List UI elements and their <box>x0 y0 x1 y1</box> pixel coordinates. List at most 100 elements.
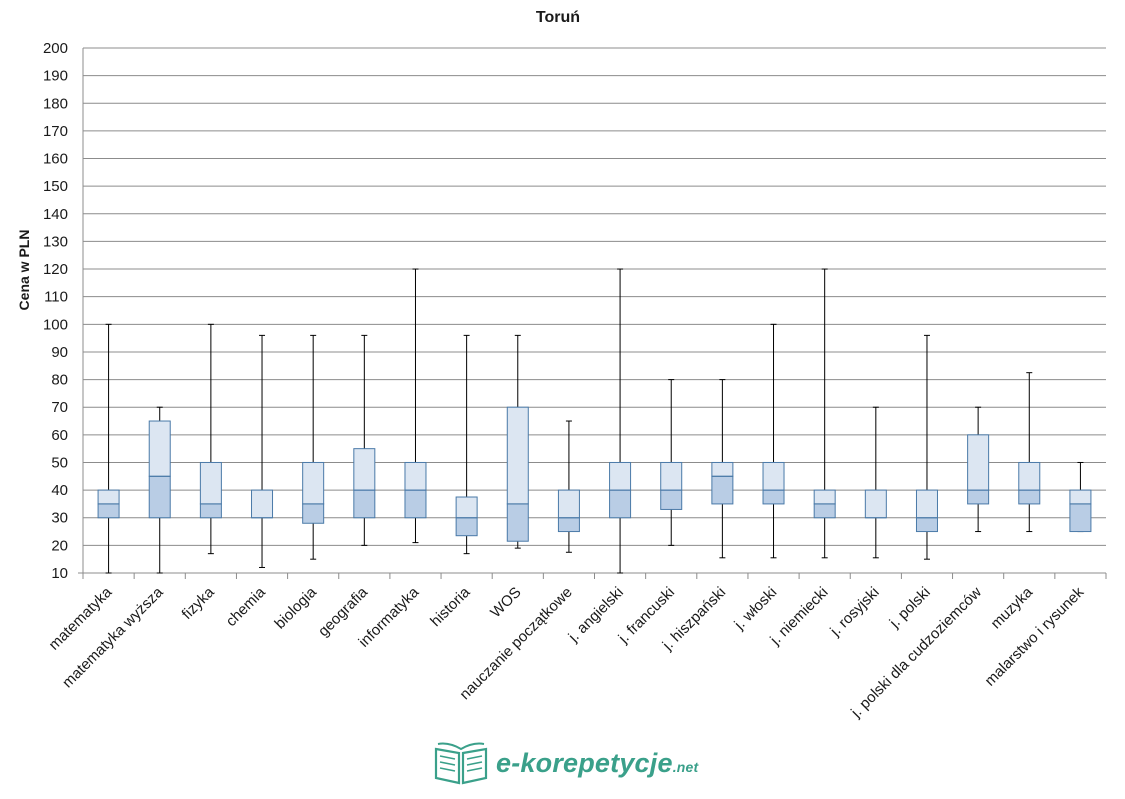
y-tick-label: 110 <box>44 289 68 306</box>
box-9 <box>506 334 529 549</box>
y-tick-label: 50 <box>51 454 68 471</box>
y-tick-label: 160 <box>43 151 68 168</box>
y-tick-label: 70 <box>51 399 68 416</box>
box-lower-quartile <box>609 489 632 519</box>
y-tick-label: 190 <box>43 68 68 85</box>
y-tick-label: 90 <box>51 344 68 361</box>
y-tick-label: 140 <box>43 206 68 223</box>
box-lower-quartile <box>506 503 529 542</box>
box-15 <box>813 268 836 559</box>
x-tick-label: j. włoski <box>730 584 780 634</box>
box-upper-quartile <box>813 489 836 505</box>
y-tick-label: 130 <box>43 233 68 250</box>
x-tick-label: muzyka <box>988 583 1037 632</box>
y-tick-label: 180 <box>43 95 68 112</box>
box-upper-quartile <box>251 489 274 519</box>
box-lower-quartile <box>1018 489 1041 505</box>
box-upper-quartile <box>660 461 683 491</box>
y-tick-label: 60 <box>51 427 68 444</box>
y-axis-label: Cena w PLN <box>16 230 32 311</box>
x-tick-label: chemia <box>223 583 270 630</box>
y-tick-label: 200 <box>43 40 68 57</box>
box-upper-quartile <box>557 489 580 519</box>
box-lower-quartile <box>813 503 836 519</box>
box-lower-quartile <box>455 517 478 537</box>
box-upper-quartile <box>1069 489 1092 505</box>
box-upper-quartile <box>455 496 478 519</box>
y-tick-label: 80 <box>51 372 68 389</box>
box-upper-quartile <box>199 461 222 505</box>
box-lower-quartile <box>915 517 938 533</box>
axes <box>78 48 1107 579</box>
box-17 <box>915 334 938 560</box>
box-20 <box>1069 461 1092 533</box>
box-upper-quartile <box>404 461 427 491</box>
y-tick-label: 20 <box>51 537 68 554</box>
box-7 <box>404 268 427 544</box>
box-lower-quartile <box>97 503 120 519</box>
gridlines <box>83 47 1106 546</box>
box-upper-quartile <box>506 406 529 505</box>
x-tick-label: biologia <box>271 583 320 632</box>
box-upper-quartile <box>353 448 376 491</box>
logo-suffix: .net <box>672 758 699 775</box>
box-13 <box>711 379 734 559</box>
box-lower-quartile <box>353 489 376 519</box>
y-tick-label: 100 <box>43 316 68 333</box>
box-upper-quartile <box>864 489 887 519</box>
box-14 <box>762 323 785 559</box>
box-lower-quartile <box>967 489 990 505</box>
x-tick-label: j. rosyjski <box>826 584 882 640</box>
box-upper-quartile <box>302 461 325 505</box>
box-4 <box>251 334 274 568</box>
x-tick-label: fizyka <box>179 583 219 623</box>
y-axis-ticks: 10 20 30 40 50 60 70 80 90 100 110 120 130 140 150 160 1… <box>43 40 68 582</box>
y-tick-label: 10 <box>51 565 68 582</box>
site-logo: e-korepetycje.net <box>432 738 698 788</box>
x-tick-label: matematyka wyższa <box>59 583 167 691</box>
box-16 <box>864 406 887 559</box>
x-tick-label: j. polski <box>886 584 934 632</box>
box-lower-quartile <box>148 475 171 519</box>
box-upper-quartile <box>762 461 785 491</box>
box-10 <box>557 420 580 553</box>
logo-text: e-korepetycje.net <box>496 747 699 778</box>
box-upper-quartile <box>1018 461 1041 491</box>
box-8 <box>455 334 478 555</box>
y-tick-label: 170 <box>43 123 68 140</box>
x-tick-label: historia <box>427 583 474 630</box>
boxes <box>97 268 1092 574</box>
box-19 <box>1018 372 1041 533</box>
box-11 <box>609 268 632 574</box>
box-1 <box>97 323 120 574</box>
box-upper-quartile <box>967 434 990 491</box>
box-lower-quartile <box>660 489 683 510</box>
box-lower-quartile <box>199 503 222 519</box>
x-tick-label: malarstwo i rysunek <box>982 583 1088 689</box>
box-lower-quartile <box>711 475 734 505</box>
box-5 <box>302 334 325 560</box>
box-lower-quartile <box>1069 503 1092 533</box>
box-2 <box>148 406 171 574</box>
box-upper-quartile <box>609 461 632 491</box>
chart-title: Toruń <box>536 9 580 26</box>
box-3 <box>199 323 222 555</box>
y-tick-label: 40 <box>51 482 68 499</box>
box-lower-quartile <box>557 517 580 533</box>
x-tick-label: WOS <box>487 584 524 621</box>
box-upper-quartile <box>711 461 734 477</box>
box-lower-quartile <box>762 489 785 505</box>
box-upper-quartile <box>97 489 120 505</box>
box-lower-quartile <box>302 503 325 524</box>
box-lower-quartile <box>404 489 427 519</box>
box-12 <box>660 379 683 546</box>
box-upper-quartile <box>915 489 938 519</box>
y-tick-label: 30 <box>51 510 68 527</box>
box-6 <box>353 334 376 546</box>
open-book-icon <box>434 742 488 785</box>
y-tick-label: 150 <box>43 178 68 195</box>
box-upper-quartile <box>148 420 171 477</box>
y-tick-label: 120 <box>43 261 68 278</box>
